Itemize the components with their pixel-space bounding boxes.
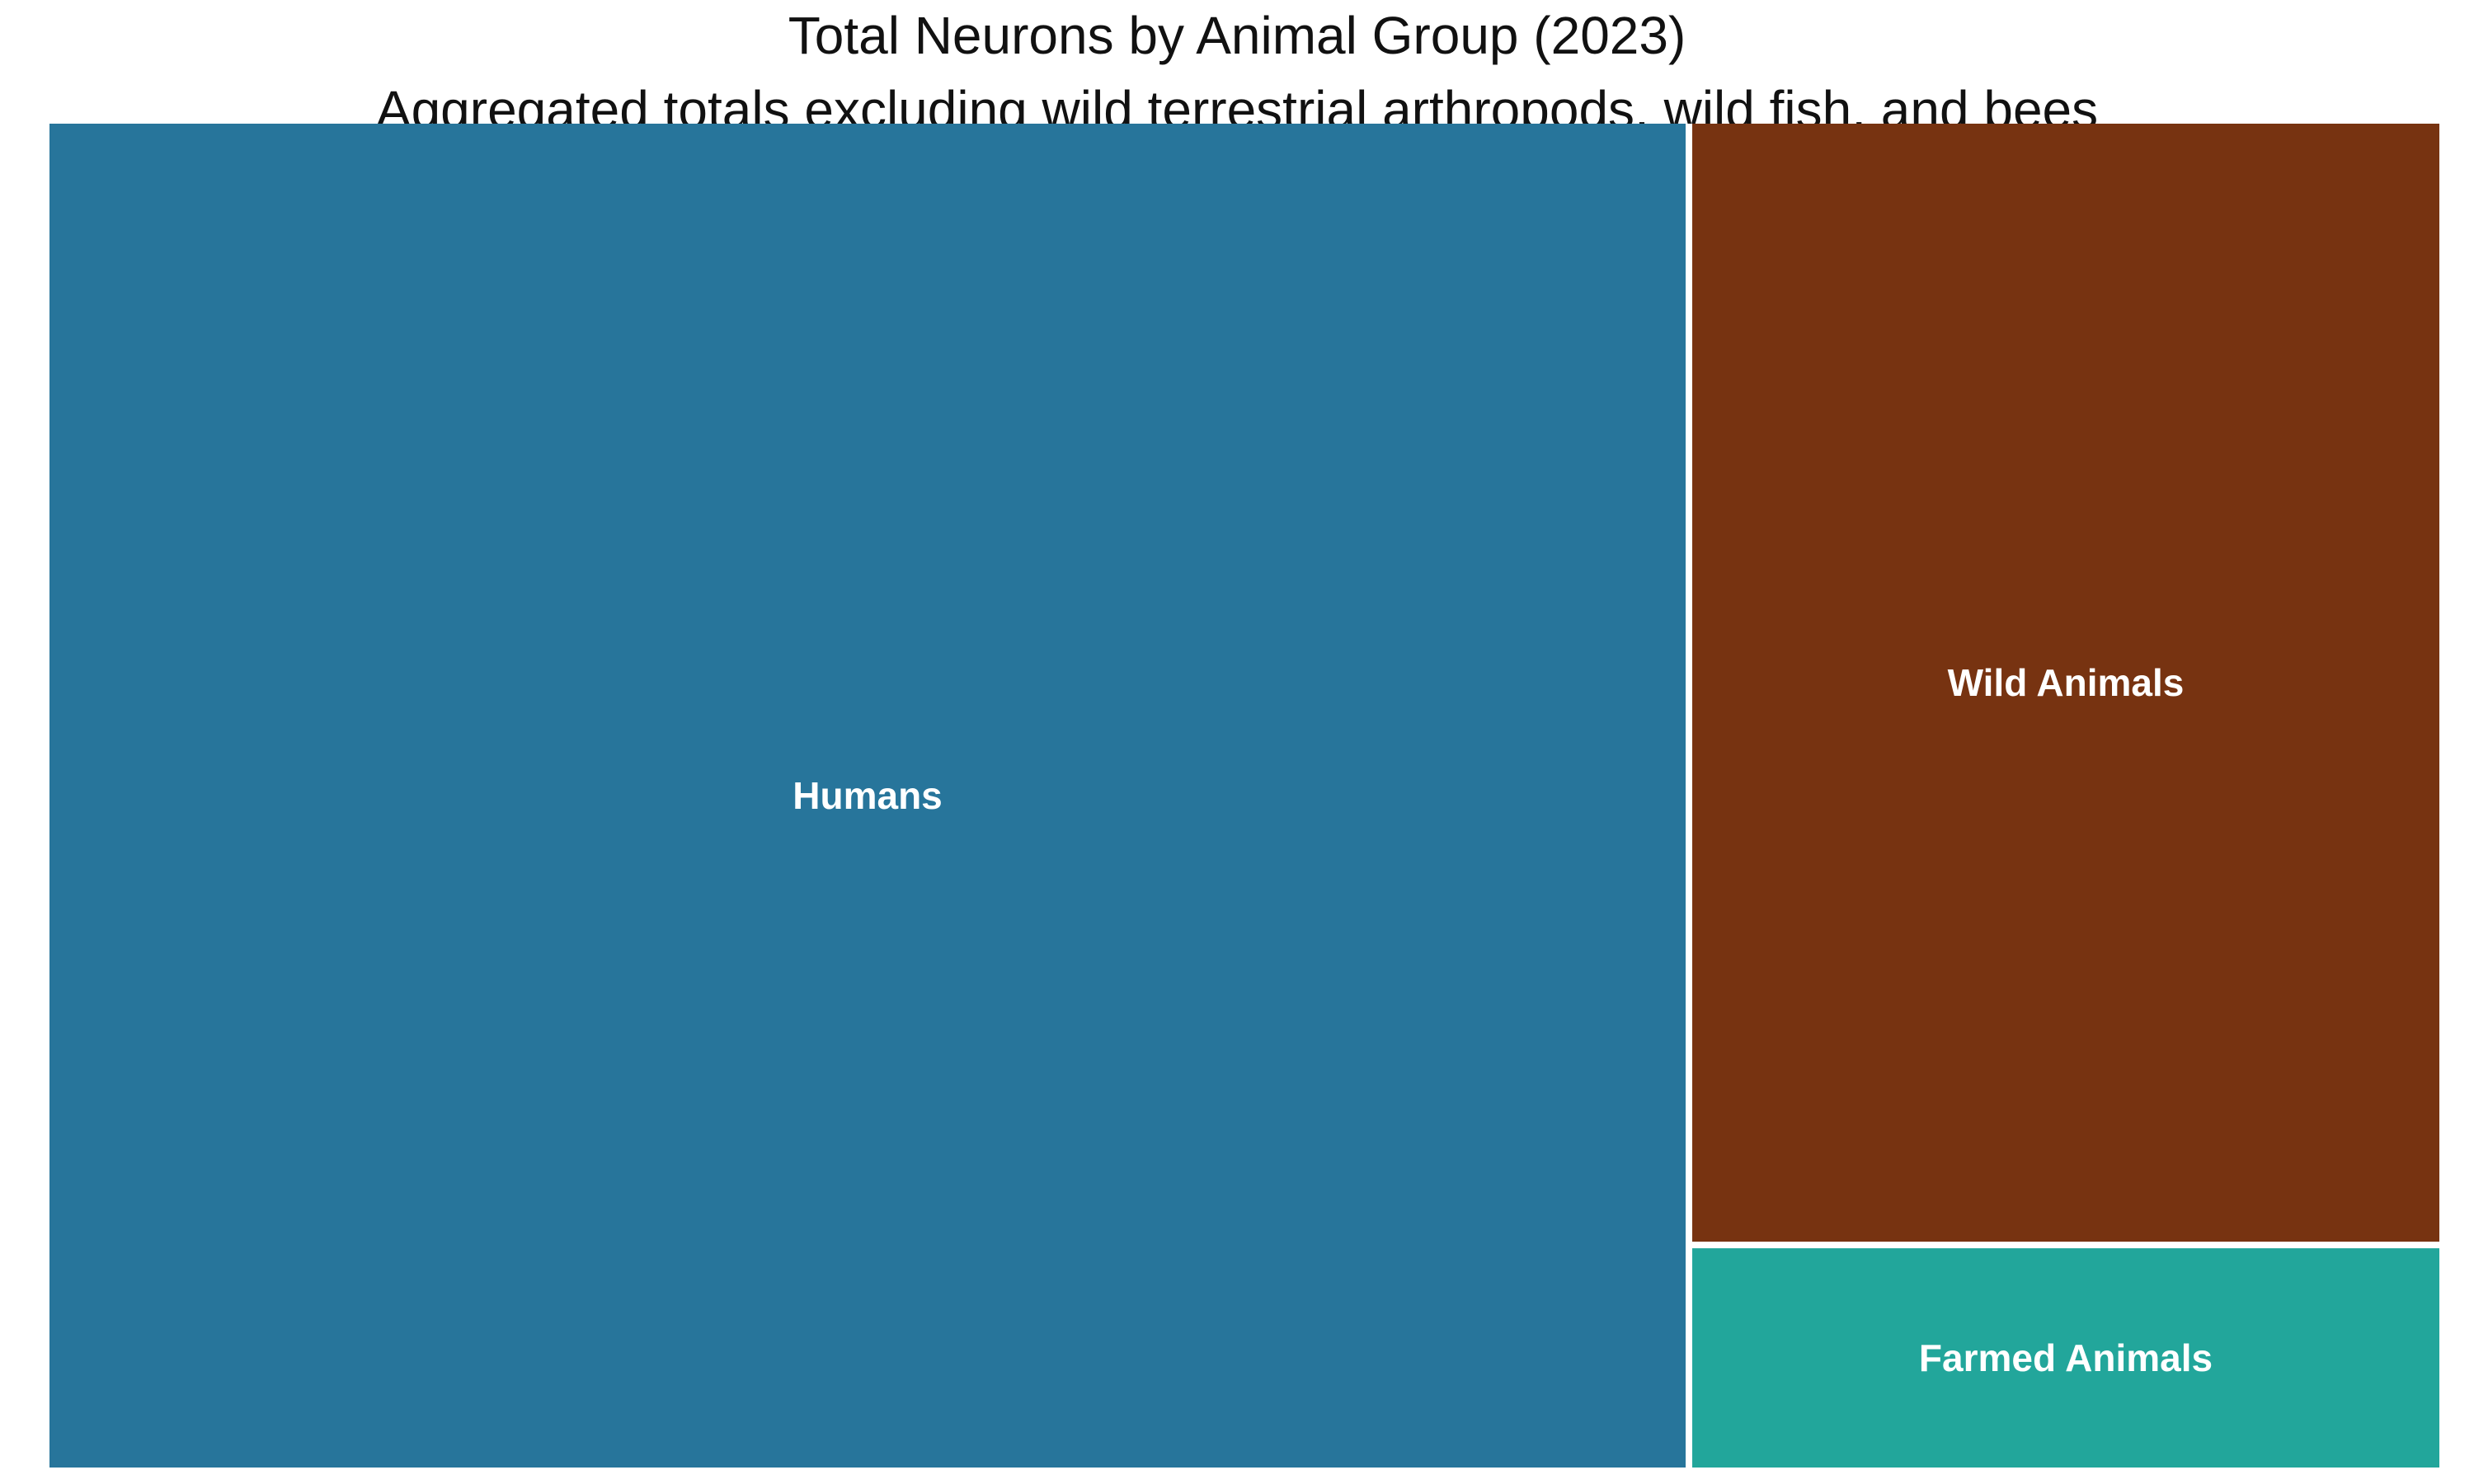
tile-wild-animals [1692,124,2439,1242]
tile-label-humans: Humans [793,774,942,817]
chart-title: Total Neurons by Animal Group (2023) [788,6,1686,65]
tile-label-farmed-animals: Farmed Animals [1919,1336,2213,1379]
tile-farmed-animals [1692,1248,2439,1468]
treemap-tiles: Humans Wild Animals Farmed Animals [49,124,2439,1468]
tile-humans [49,124,1686,1468]
tile-label-wild-animals: Wild Animals [1948,661,2185,704]
